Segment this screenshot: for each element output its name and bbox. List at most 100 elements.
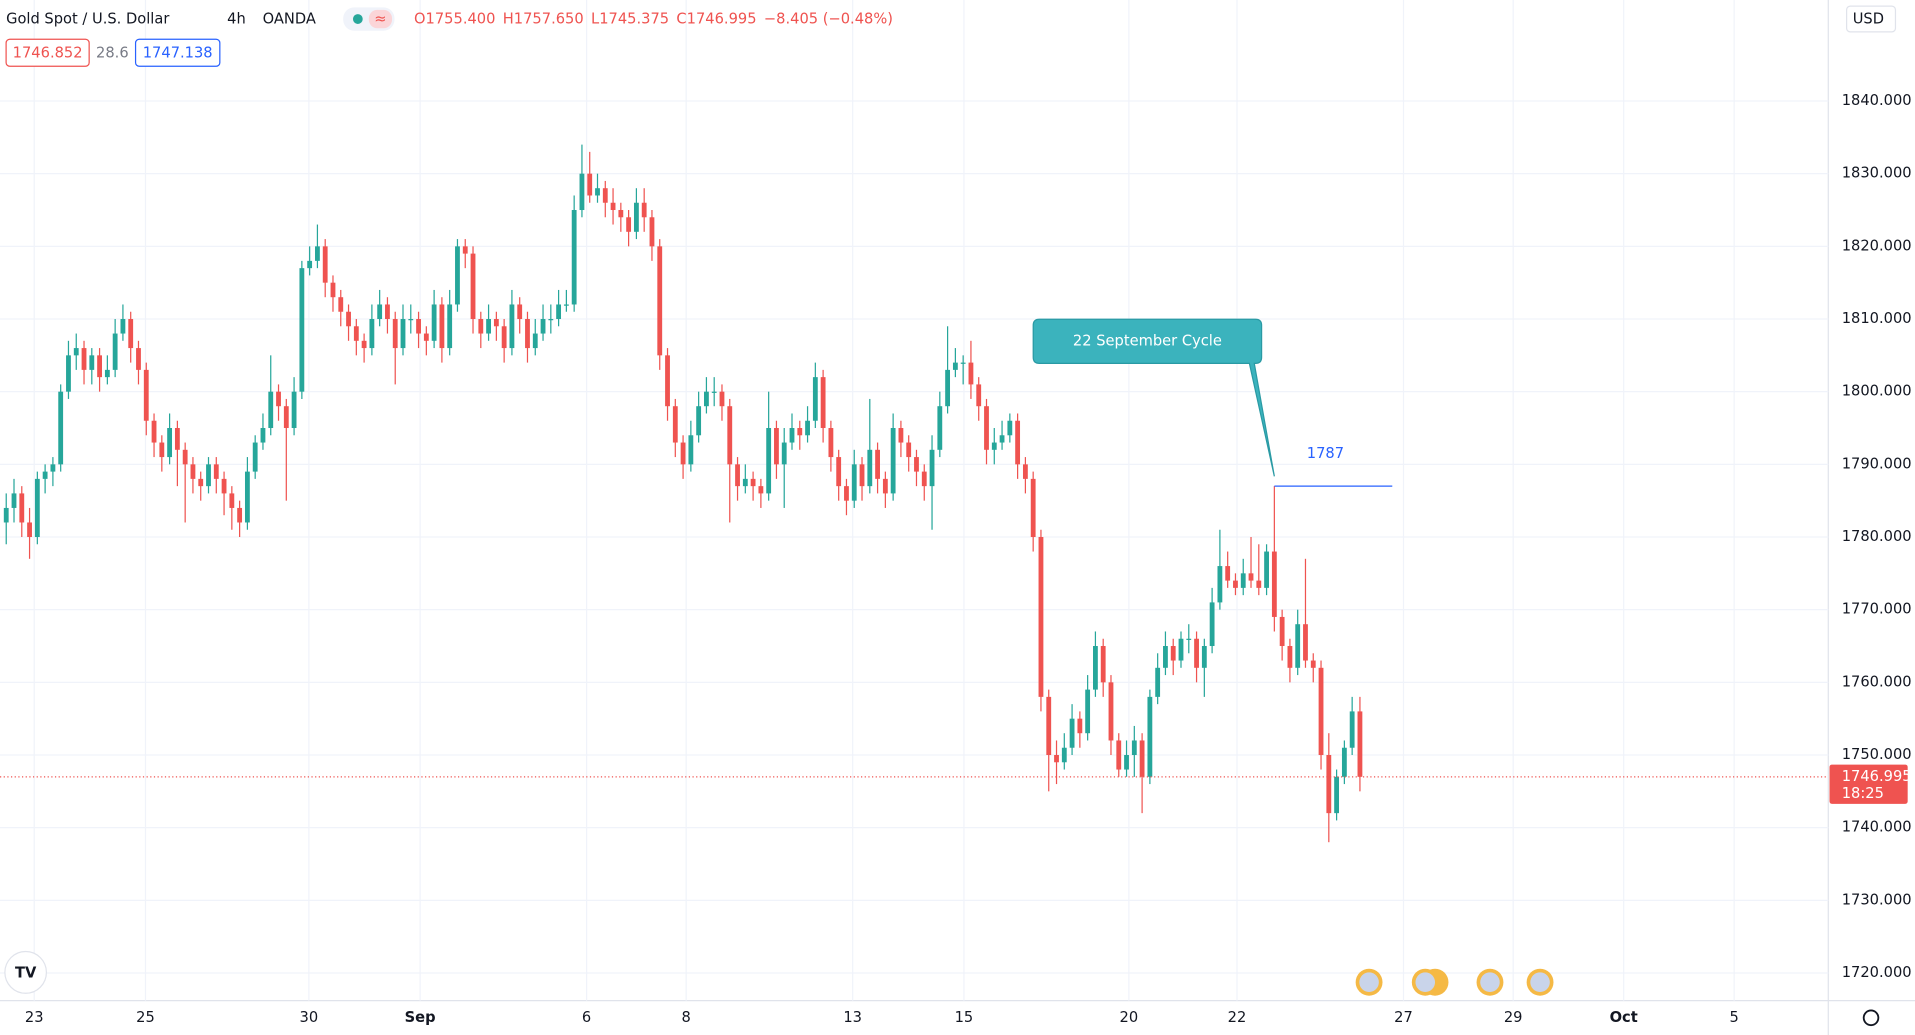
candle-body <box>392 319 398 349</box>
candle-body <box>369 319 375 349</box>
candle-body <box>618 210 624 218</box>
candle-body <box>431 304 437 341</box>
candle-body <box>252 442 258 472</box>
candle-body <box>27 522 32 538</box>
spread: 28.6 <box>96 44 129 61</box>
x-tick-label: Sep <box>405 1009 436 1026</box>
y-tick-label: 1730.000 <box>1842 891 1912 908</box>
candle-body <box>1194 638 1199 668</box>
delay-glyph: ≈ <box>374 11 386 28</box>
candle-body <box>1147 696 1153 777</box>
ohlc-legend: O1755.400 H1757.650 L1745.375 C1746.995 −8.4… <box>414 11 893 28</box>
candle-body <box>120 319 126 334</box>
candle-body <box>1303 624 1308 661</box>
candle-body <box>984 406 989 450</box>
x-tick-label: 29 <box>1504 1009 1523 1026</box>
candle-body <box>346 311 351 327</box>
candle-body <box>1046 696 1052 756</box>
candle-body <box>812 377 818 421</box>
candle-body <box>1279 616 1285 647</box>
ask-box[interactable] <box>134 38 221 67</box>
x-tick-label: 23 <box>25 1009 44 1026</box>
candle-body <box>1061 747 1067 763</box>
candle-body <box>1186 638 1192 640</box>
symbol: Gold Spot / U.S. Dollar <box>6 11 170 28</box>
candle-body <box>276 391 281 407</box>
candle-body <box>1271 551 1277 617</box>
candle-body <box>945 369 951 407</box>
candle-body <box>991 442 997 450</box>
candle-body <box>1240 573 1246 588</box>
candle-body <box>844 486 849 501</box>
candle-body <box>750 478 756 487</box>
candle-body <box>1318 667 1324 756</box>
candle-body <box>385 304 390 320</box>
candle-body <box>470 253 476 320</box>
candle-body <box>602 188 608 203</box>
candle-body <box>1295 624 1301 668</box>
candle-body <box>1256 580 1262 588</box>
candle-body <box>789 428 795 443</box>
exchange: OANDA <box>263 11 316 28</box>
candle-body <box>447 304 453 349</box>
y-tick-label: 1800.000 <box>1842 383 1912 400</box>
candle-body <box>649 217 655 247</box>
candle-body <box>3 507 9 523</box>
candle-body <box>1310 660 1316 668</box>
candle-body <box>735 464 740 487</box>
candle-body <box>1248 573 1254 581</box>
candle-body <box>805 420 810 436</box>
event-flag <box>1359 972 1379 993</box>
candle-body <box>563 304 569 306</box>
candle-body <box>672 406 678 443</box>
candle-body <box>525 319 530 349</box>
level-label: 1787 <box>1307 445 1344 462</box>
candle-body <box>626 217 632 232</box>
candle-body <box>836 457 842 487</box>
candle-body <box>1209 602 1215 647</box>
candle-body <box>704 391 709 407</box>
candle-body <box>330 282 336 298</box>
candle-body <box>136 348 141 370</box>
candle-body <box>1287 646 1293 668</box>
candle-body <box>143 369 149 421</box>
y-tick-label: 1820.000 <box>1842 237 1912 254</box>
candle-body <box>1233 580 1238 588</box>
candle-body <box>19 493 25 523</box>
candle-body <box>1030 478 1036 538</box>
bid-box[interactable] <box>5 38 90 67</box>
candle-body <box>937 406 943 450</box>
logo[interactable] <box>4 950 48 994</box>
candle-body <box>159 442 165 458</box>
candle-body <box>237 507 243 523</box>
candle-body <box>167 428 173 458</box>
candle-body <box>921 471 927 487</box>
ohlc-value: L1745.375 <box>591 11 669 28</box>
candle-body <box>867 449 873 487</box>
candle-body <box>338 297 344 312</box>
candle-body <box>1116 740 1122 770</box>
candle-body <box>532 333 538 349</box>
candle-body <box>1077 718 1083 734</box>
candle-body <box>322 246 328 283</box>
candle-body <box>439 304 445 349</box>
candle-body <box>509 304 515 349</box>
settings-icon[interactable] <box>1862 1009 1880 1027</box>
candle-body <box>548 319 554 321</box>
candle-body <box>820 377 826 429</box>
candle-body <box>66 355 71 392</box>
currency: USD <box>1853 11 1884 28</box>
candle-body <box>112 333 118 370</box>
candle-body <box>501 326 507 349</box>
candle-body <box>657 246 663 356</box>
candle-body <box>1264 551 1269 588</box>
candle-body <box>1201 646 1207 668</box>
candle-body <box>968 362 974 385</box>
x-tick-label: 30 <box>300 1009 319 1026</box>
candle-body <box>1178 638 1184 661</box>
currency-select[interactable] <box>1845 5 1897 33</box>
candle-body <box>97 355 102 378</box>
market-status <box>352 14 363 24</box>
